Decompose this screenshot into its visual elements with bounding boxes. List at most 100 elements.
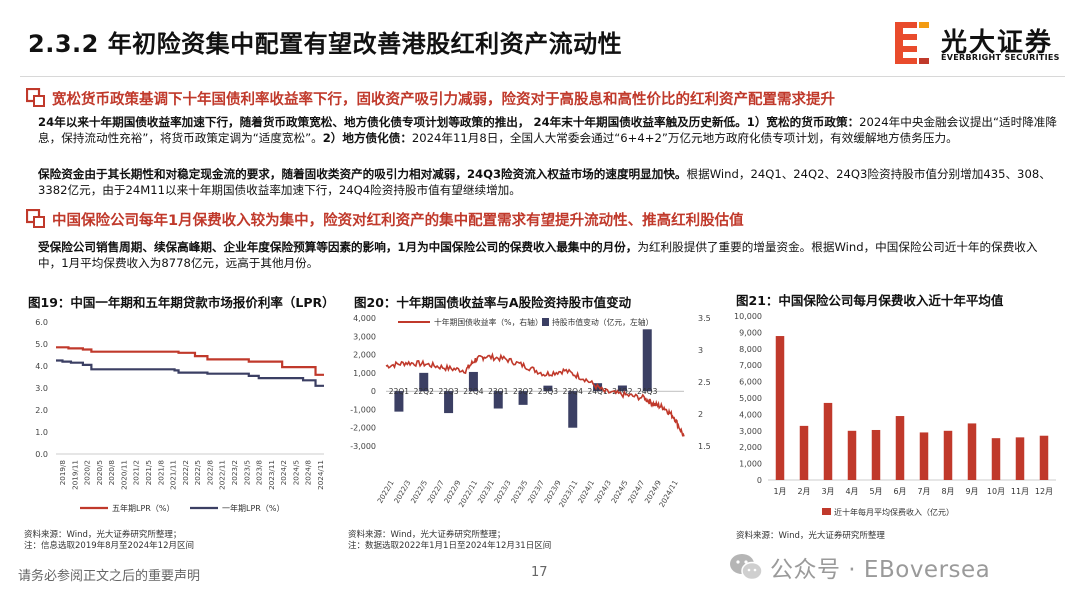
source-note: 注：数据选取2022年1月1日至2024年12月31日区间 bbox=[348, 541, 552, 551]
figure-19-source: 资料来源：Wind，光大证券研究所整理； 注：信息选取2019年8月至2024年… bbox=[24, 530, 194, 552]
y-tick-label: 1,000 bbox=[739, 460, 762, 469]
y-tick-label: 4,000 bbox=[739, 410, 762, 419]
quarter-label: 23Q4 bbox=[563, 387, 583, 396]
holdings-change-bar bbox=[617, 385, 627, 392]
quarter-label: 22Q4 bbox=[463, 387, 483, 396]
para-bold: 24年以来十年期国债收益率加速下行，随着货币政策宽松、地方债化债专项计划等政策的… bbox=[38, 115, 860, 129]
y-tick-label: 2.0 bbox=[35, 406, 48, 415]
x-tick-label: 2023/5 bbox=[242, 460, 251, 485]
y-tick-label: 5.0 bbox=[35, 340, 48, 349]
figure-20-source: 资料来源：Wind，光大证券研究所整理； 注：数据选取2022年1月1日至202… bbox=[348, 530, 551, 552]
section-1-title: 宽松货币政策基调下十年国债利率收益率下行，固收资产吸引力减弱，险资对于高股息和高… bbox=[52, 92, 835, 108]
brand-name-cn: 光大证券 bbox=[941, 28, 1054, 58]
premium-bar bbox=[823, 402, 833, 480]
x-tick-label: 2021/8 bbox=[156, 460, 165, 486]
x-tick-label: 2022/11 bbox=[218, 460, 227, 490]
brand-name-en: EVERBRIGHT SECURITIES bbox=[941, 53, 1060, 62]
x-tick-label: 2021/11 bbox=[169, 460, 178, 490]
left-y-tick-label: 0 bbox=[371, 387, 376, 396]
premium-bar bbox=[1015, 437, 1025, 480]
left-y-tick-label: 1,000 bbox=[353, 369, 376, 378]
section-1-paragraph-2: 保险资金由于其长期性和对稳定现金流的要求，随着固收类资产的吸引力相对减弱，24Q… bbox=[38, 166, 1058, 198]
x-tick-label: 2020/2 bbox=[83, 460, 92, 485]
left-y-tick-label: -1,000 bbox=[350, 405, 376, 414]
para-text: 2024年11月8日，全国人大常委会通过“6+4+2”万亿元地方政府化债专项计划… bbox=[411, 131, 958, 145]
section-2-paragraph-1: 受保险公司销售周期、续保高峰期、企业年度保险预算等因素的影响，1月为中国保险公司… bbox=[38, 239, 1058, 271]
source-line: 资料来源：Wind，光大证券研究所整理； bbox=[24, 530, 182, 540]
wechat-icon bbox=[730, 554, 763, 581]
left-y-tick-label: -3,000 bbox=[350, 442, 376, 451]
legend-label: 十年期国债收益率（%，右轴） bbox=[434, 317, 543, 327]
premium-bar bbox=[919, 432, 929, 480]
x-tick-label: 2023/8 bbox=[255, 460, 264, 486]
para-bold: 保险资金由于其长期性和对稳定现金流的要求，随着固收类资产的吸引力相对减弱，24Q… bbox=[38, 167, 687, 181]
quarter-label: 23Q3 bbox=[538, 387, 558, 396]
x-tick-label: 10月 bbox=[987, 487, 1005, 496]
quarter-label: 24Q1 bbox=[587, 387, 607, 396]
y-tick-label: 2,000 bbox=[739, 443, 762, 452]
para-bold: 受保险公司销售周期、续保高峰期、企业年度保险预算等因素的影响，1月为中国保险公司… bbox=[38, 240, 638, 254]
x-tick-label: 1月 bbox=[773, 487, 786, 496]
x-tick-label: 7月 bbox=[917, 487, 930, 496]
left-y-tick-label: 4,000 bbox=[353, 314, 376, 323]
holdings-change-bar bbox=[518, 391, 528, 405]
x-tick-label: 2024/8 bbox=[304, 460, 313, 486]
quarter-label: 22Q2 bbox=[414, 387, 434, 396]
brand-logo: 光大证券 EVERBRIGHT SECURITIES bbox=[893, 20, 1065, 66]
x-tick-label: 6月 bbox=[893, 487, 906, 496]
section-bullet-icon bbox=[26, 209, 45, 228]
premium-bar bbox=[967, 423, 977, 480]
y-tick-label: 6.0 bbox=[35, 318, 48, 327]
x-tick-label: 9月 bbox=[965, 487, 978, 496]
premium-bar bbox=[847, 430, 857, 480]
y-tick-label: 1.0 bbox=[35, 428, 48, 437]
bond-yield-line bbox=[385, 351, 685, 438]
x-tick-label: 3月 bbox=[821, 487, 834, 496]
x-tick-label: 11月 bbox=[1011, 487, 1029, 496]
source-note: 注：信息选取2019年8月至2024年12月区间 bbox=[24, 541, 194, 551]
x-tick-label: 2月 bbox=[797, 487, 810, 496]
lpr-series-line bbox=[56, 346, 324, 376]
brand-logo-icon bbox=[895, 22, 929, 64]
y-tick-label: 3,000 bbox=[739, 427, 762, 436]
page-number: 17 bbox=[531, 565, 548, 580]
holdings-change-bar bbox=[568, 391, 578, 428]
premium-bar bbox=[991, 438, 1001, 480]
legend-label: 五年期LPR（%） bbox=[112, 503, 174, 513]
yield-holdings-combo-chart: 4,000 3,000 2,000 1,000 0 -1,000 -2,000 -3,000 3… bbox=[350, 314, 711, 509]
premium-bar bbox=[799, 425, 809, 480]
quarter-label: 23Q2 bbox=[513, 387, 533, 396]
watermark-text: 公众号 · EBoversea bbox=[770, 557, 991, 583]
x-tick-label: 2021/5 bbox=[144, 460, 153, 485]
x-tick-label: 2022/5 bbox=[193, 460, 202, 485]
header-divider bbox=[20, 76, 1065, 77]
x-tick-label: 4月 bbox=[845, 487, 858, 496]
figure-21-source: 资料来源：Wind，光大证券研究所整理 bbox=[736, 531, 885, 541]
x-tick-label: 2022/2 bbox=[181, 460, 190, 485]
x-tick-label: 8月 bbox=[941, 487, 954, 496]
quarter-label: 22Q1 bbox=[389, 387, 409, 396]
quarter-label: 22Q3 bbox=[438, 387, 458, 396]
left-y-tick-label: 2,000 bbox=[353, 351, 376, 360]
quarter-label: 24Q3 bbox=[637, 387, 657, 396]
y-tick-label: 3.0 bbox=[35, 384, 48, 393]
right-y-tick-label: 3 bbox=[698, 346, 703, 355]
premium-bar bbox=[871, 429, 881, 480]
holdings-change-bar bbox=[593, 383, 603, 392]
right-y-tick-label: 2 bbox=[698, 410, 703, 419]
x-tick-label: 2020/8 bbox=[107, 460, 116, 486]
para-bold: 2）地方债化债： bbox=[322, 131, 412, 145]
section-2-title: 中国保险公司每年1月保费收入较为集中，险资对红利资产的集中配置需求有望提升流动性… bbox=[52, 213, 744, 229]
x-tick-label: 2019/8 bbox=[58, 460, 67, 486]
watermark: 公众号 · EBoversea bbox=[728, 548, 1058, 588]
section-bullet-icon bbox=[26, 88, 45, 107]
left-y-tick-label: -2,000 bbox=[350, 424, 376, 433]
legend-label: 持股市值变动（亿元，左轴） bbox=[552, 317, 653, 327]
x-tick-label: 2024/11 bbox=[316, 460, 325, 490]
holdings-change-bar bbox=[543, 385, 553, 392]
page-title: 2.3.2 年初险资集中配置有望改善港股红利资产流动性 bbox=[28, 30, 623, 58]
x-tick-label: 12月 bbox=[1035, 487, 1053, 496]
y-tick-label: 0.0 bbox=[35, 450, 48, 459]
premium-bar bbox=[895, 416, 905, 480]
footer-disclaimer: 请务必参阅正文之后的重要声明 bbox=[18, 569, 201, 584]
